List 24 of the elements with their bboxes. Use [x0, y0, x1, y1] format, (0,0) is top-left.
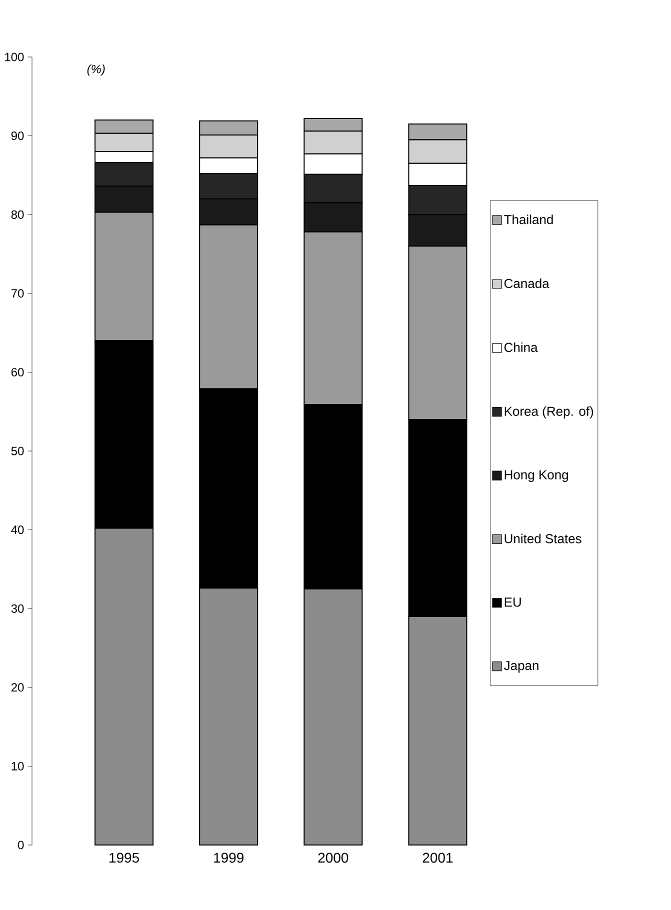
y-tick-label: 0	[18, 840, 24, 850]
legend-label: Thailand	[504, 214, 553, 224]
legend-label: Korea (Rep. of)	[504, 406, 594, 418]
y-tick-label: 50	[11, 446, 24, 456]
x-tick-label: 2001	[422, 852, 453, 863]
y-tick-label: 40	[11, 526, 24, 534]
y-axis-title: (%)	[87, 64, 105, 76]
y-tick-label: 30	[11, 604, 24, 613]
y-tick-label: 10	[12, 762, 24, 770]
x-tick-label: 1995	[110, 852, 139, 863]
legend-label: United States	[504, 534, 582, 544]
y-tick-label: 60	[11, 368, 24, 376]
y-tick-label: 20	[11, 683, 24, 692]
y-tick-label: 70	[11, 289, 24, 298]
x-tick-label: 2000	[318, 852, 348, 863]
y-tick-label: 100	[5, 52, 24, 62]
y-tick-label: 80	[11, 210, 24, 219]
legend-label: EU	[504, 598, 521, 607]
x-tick-label: 1999	[214, 852, 244, 863]
legend-label: Japan	[504, 661, 538, 673]
y-tick-label: 90	[11, 132, 24, 140]
legend-label: Hong Kong	[504, 470, 568, 482]
legend-label: China	[504, 342, 538, 352]
legend-label: Canada	[504, 278, 550, 288]
